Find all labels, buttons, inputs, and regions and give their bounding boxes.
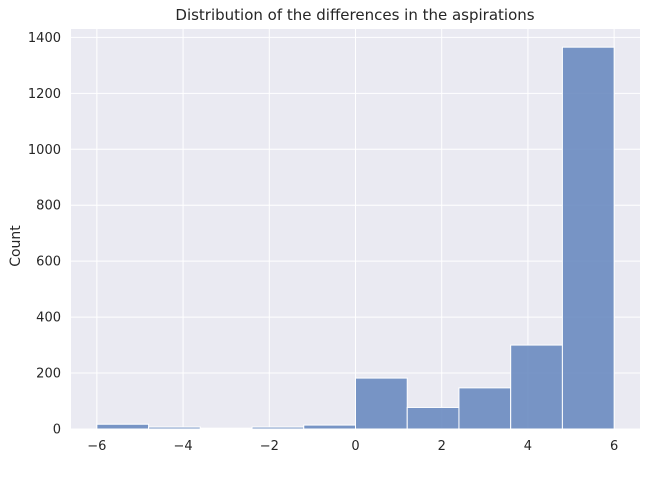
y-tick-label: 400 [36, 311, 61, 326]
y-tick-label: 600 [36, 255, 61, 270]
x-tick-label: 6 [610, 439, 618, 454]
histogram-bar [459, 388, 511, 429]
y-tick-label: 200 [36, 367, 61, 382]
x-tick-label: −4 [173, 439, 192, 454]
y-tick-label: 1000 [28, 143, 61, 158]
x-tick-label: 4 [524, 439, 532, 454]
histogram-bar [149, 427, 201, 429]
histogram-bar [200, 428, 252, 429]
y-tick-label: 1200 [28, 87, 61, 102]
plot-area: 0 200 400 600 800 1000 1200 1400 −6 −4 −2 0 2 4 6 [28, 29, 640, 454]
histogram-bar [511, 345, 563, 429]
histogram-bar [97, 424, 149, 429]
y-tick-label: 0 [53, 423, 61, 438]
chart-title: Distribution of the differences in the a… [175, 6, 534, 24]
y-axis-label: Count [8, 225, 24, 267]
histogram-bar [407, 407, 459, 429]
histogram-bar [304, 425, 356, 429]
histogram-bar [252, 427, 304, 429]
y-tick-label: 1400 [28, 31, 61, 46]
histogram-bar [562, 47, 614, 429]
x-tick-label: 2 [438, 439, 446, 454]
x-tick-label: 0 [351, 439, 359, 454]
y-tick-label: 800 [36, 199, 61, 214]
x-tick-label: −2 [260, 439, 279, 454]
histogram-bar [356, 378, 408, 429]
x-tick-label: −6 [87, 439, 106, 454]
